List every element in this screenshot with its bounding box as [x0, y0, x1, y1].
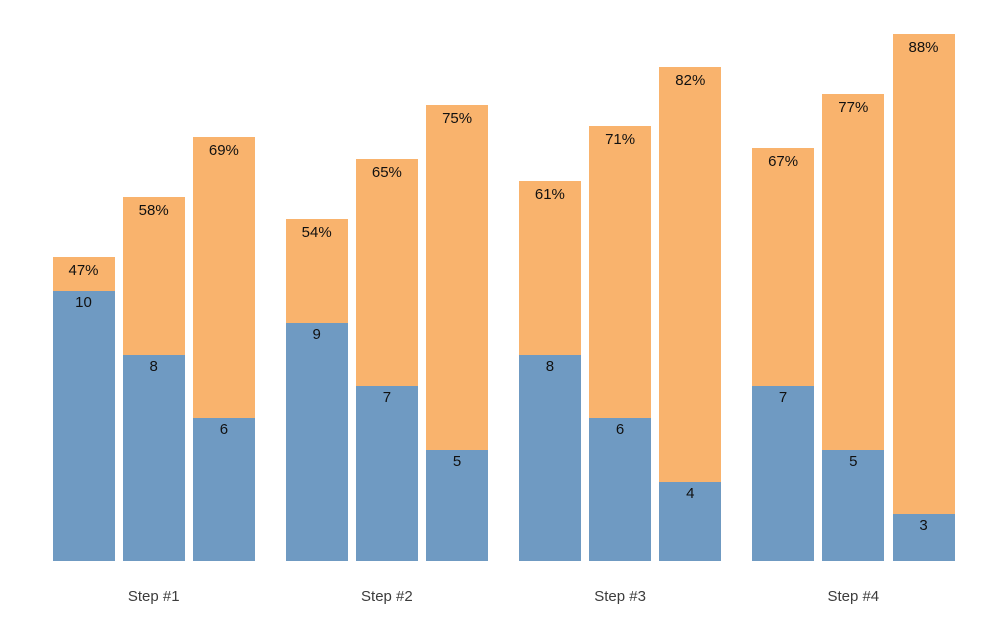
percent-label: 61% [534, 185, 565, 203]
stacked-bar: 47% 10 [52, 256, 115, 561]
value-segment: 10 [52, 291, 115, 561]
percent-label: 58% [138, 202, 169, 219]
percent-label: 88% [908, 39, 939, 57]
stacked-bar: 54% 9 [285, 218, 348, 561]
percent-label: 69% [208, 142, 239, 160]
x-axis-category-label: Step #3 [594, 588, 646, 605]
stacked-bar: 65% 7 [355, 158, 418, 561]
percent-label: 65% [371, 163, 402, 181]
value-segment: 4 [659, 481, 722, 561]
stacked-bar: 67% 7 [752, 148, 815, 561]
x-axis-category-label: Step #4 [827, 588, 880, 605]
value-segment: 3 [892, 513, 955, 561]
value-segment: 8 [518, 354, 581, 561]
value-segment: 9 [285, 322, 348, 561]
value-segment: 8 [122, 354, 185, 561]
value-label: 8 [545, 357, 555, 375]
value-segment: 6 [589, 418, 652, 561]
x-axis-category-label: Step #1 [127, 588, 180, 605]
stacked-bar: 71% 6 [589, 126, 652, 561]
stacked-bar: 58% 8 [122, 197, 185, 561]
value-label: 8 [149, 357, 158, 375]
value-label: 4 [686, 484, 695, 502]
value-segment: 5 [426, 450, 489, 561]
value-label: 3 [919, 516, 928, 534]
value-label: 5 [452, 453, 462, 470]
value-label: 7 [778, 389, 788, 407]
value-label: 6 [219, 421, 229, 439]
value-segment: 5 [822, 450, 885, 561]
stacked-bar: 61% 8 [518, 180, 581, 561]
value-segment: 7 [355, 386, 418, 561]
stacked-bar: 77% 5 [822, 93, 885, 561]
stacked-bar: 69% 6 [192, 137, 255, 561]
value-label: 10 [75, 294, 92, 311]
percent-label: 77% [838, 98, 869, 116]
stacked-bar: 75% 5 [426, 104, 489, 561]
percent-label: 71% [605, 131, 636, 149]
stacked-bar: 88% 3 [892, 34, 955, 561]
value-label: 7 [382, 389, 392, 407]
x-axis-category-label: Step #2 [361, 588, 413, 605]
percent-label: 67% [768, 153, 799, 171]
value-label: 6 [615, 421, 625, 439]
value-label: 5 [849, 453, 858, 470]
percent-label: 82% [675, 71, 706, 89]
percent-label: 54% [301, 223, 332, 241]
value-segment: 6 [192, 418, 255, 561]
stacked-bar: 82% 4 [659, 66, 722, 561]
value-label: 9 [312, 325, 321, 343]
percent-label: 47% [68, 261, 99, 279]
percent-label: 75% [442, 109, 473, 127]
value-segment: 7 [752, 386, 815, 561]
